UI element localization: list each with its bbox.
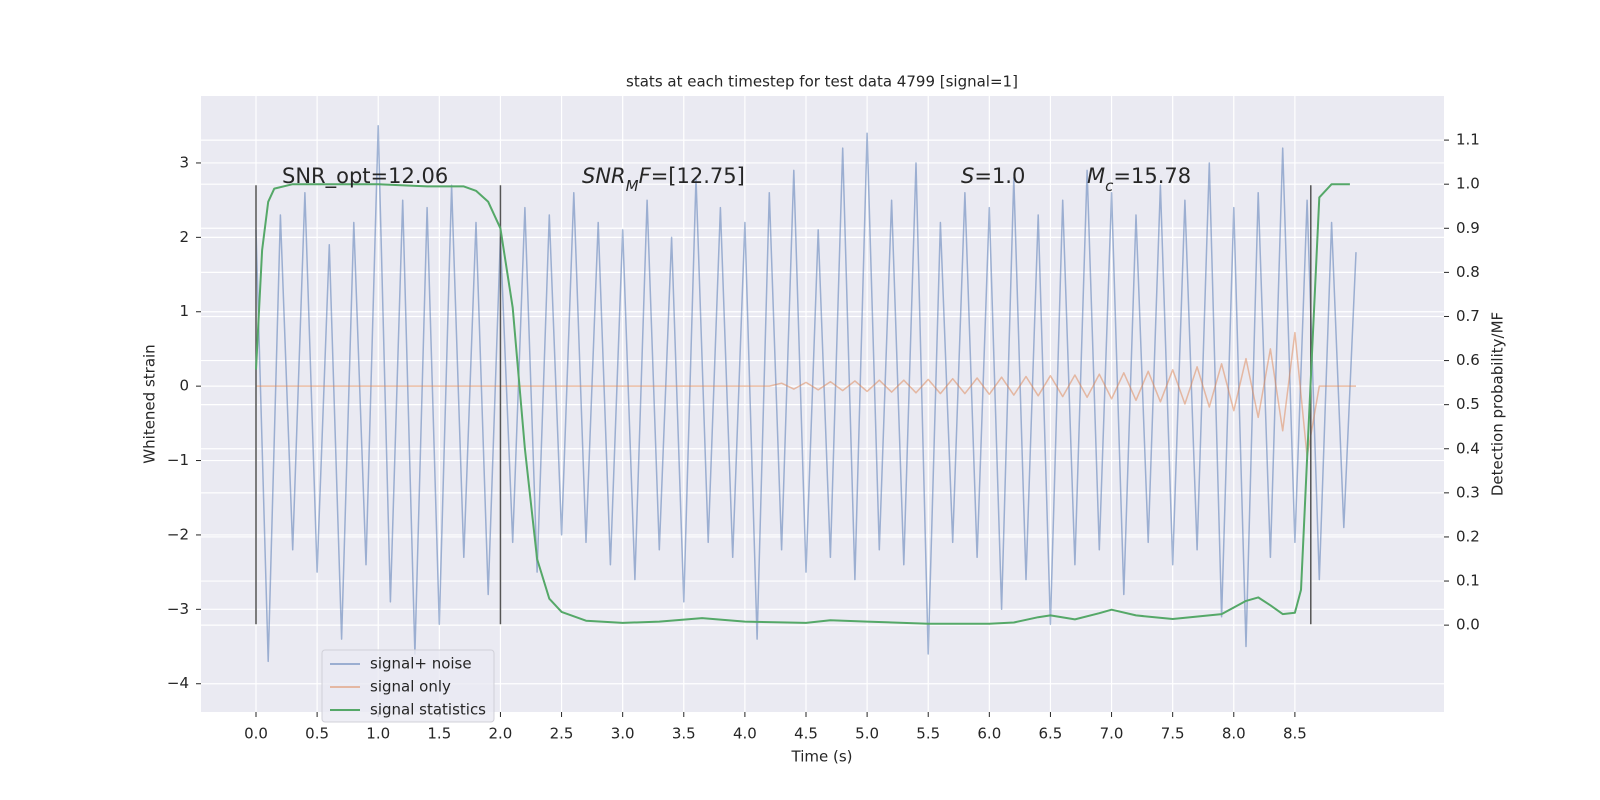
x-axis-label: Time (s) <box>791 748 853 766</box>
x-tick-label: 7.5 <box>1161 725 1185 743</box>
y2-tick-label: 0.9 <box>1456 219 1480 237</box>
x-tick-label: 8.5 <box>1283 725 1307 743</box>
annotation-part: M <box>626 177 639 195</box>
x-tick-label: 5.5 <box>916 725 940 743</box>
x-tick-label: 3.5 <box>672 725 696 743</box>
x-tick-label: 2.5 <box>550 725 574 743</box>
x-tick-label: 1.5 <box>427 725 451 743</box>
x-tick-label: 0.5 <box>305 725 329 743</box>
annotation-part: F <box>639 164 652 188</box>
y-tick-label: −1 <box>167 451 189 469</box>
annotation-part: c <box>1105 177 1114 195</box>
y2-tick-label: 0.5 <box>1456 395 1480 413</box>
x-tick-label: 4.0 <box>733 725 757 743</box>
y-axis-label: Whitened strain <box>141 344 159 463</box>
y-tick-label: 3 <box>179 153 189 171</box>
annotation: SNR_opt=12.06 <box>282 164 448 189</box>
x-tick-label: 1.0 <box>366 725 390 743</box>
y2-axis-label: Detection probability/MF <box>1489 312 1507 496</box>
y2-tick-label: 0.6 <box>1456 351 1480 369</box>
legend-label: signal only <box>370 678 451 696</box>
x-tick-label: 7.0 <box>1100 725 1124 743</box>
y2-tick-label: 1.1 <box>1456 131 1480 149</box>
x-tick-label: 5.0 <box>855 725 879 743</box>
y2-tick-label: 0.2 <box>1456 527 1480 545</box>
x-tick-label: 3.0 <box>611 725 635 743</box>
annotation-part: =15.78 <box>1113 164 1191 188</box>
annotation: S=1.0 <box>961 164 1025 188</box>
annotation-part: SNR <box>582 164 626 188</box>
x-tick-label: 6.5 <box>1039 725 1063 743</box>
y-tick-label: 1 <box>179 302 189 320</box>
x-tick-label: 8.0 <box>1222 725 1246 743</box>
annotation-part: M <box>1087 164 1105 188</box>
chart-title: stats at each timestep for test data 479… <box>626 73 1018 91</box>
x-tick-label: 0.0 <box>244 725 268 743</box>
y2-tick-label: 0.3 <box>1456 483 1480 501</box>
y-tick-label: −3 <box>167 600 189 618</box>
legend-label: signal+ noise <box>370 655 472 673</box>
legend-box <box>321 649 495 723</box>
annotation: Mc=15.78 <box>1087 164 1191 195</box>
y2-tick-label: 0.7 <box>1456 307 1480 325</box>
annotation: SNRMF=[12.75] <box>582 164 745 195</box>
annotation-part: SNR_opt=12.06 <box>282 164 448 189</box>
x-tick-label: 2.0 <box>489 725 513 743</box>
x-tick-label: 6.0 <box>977 725 1001 743</box>
y-tick-label: 0 <box>179 377 189 395</box>
y2-tick-label: 0.4 <box>1456 439 1480 457</box>
y2-tick-label: 0.0 <box>1456 616 1480 634</box>
plot-area <box>201 96 1444 712</box>
x-tick-label: 4.5 <box>794 725 818 743</box>
y2-tick-label: 0.8 <box>1456 263 1480 281</box>
legend-label: signal statistics <box>370 701 486 719</box>
y-tick-label: −2 <box>167 525 189 543</box>
legend: signal+ noise signal only signal statistic… <box>321 649 495 723</box>
y2-tick-label: 0.1 <box>1456 572 1480 590</box>
annotation-part: S <box>961 164 974 188</box>
y-tick-label: −4 <box>167 674 189 692</box>
y2-tick-label: 1.0 <box>1456 175 1480 193</box>
series-line <box>256 331 1356 458</box>
annotation-part: =[12.75] <box>651 164 745 188</box>
annotation-part: =1.0 <box>974 164 1025 188</box>
y-tick-label: 2 <box>179 228 189 246</box>
series-line <box>255 125 1357 663</box>
series-line <box>255 183 1350 625</box>
